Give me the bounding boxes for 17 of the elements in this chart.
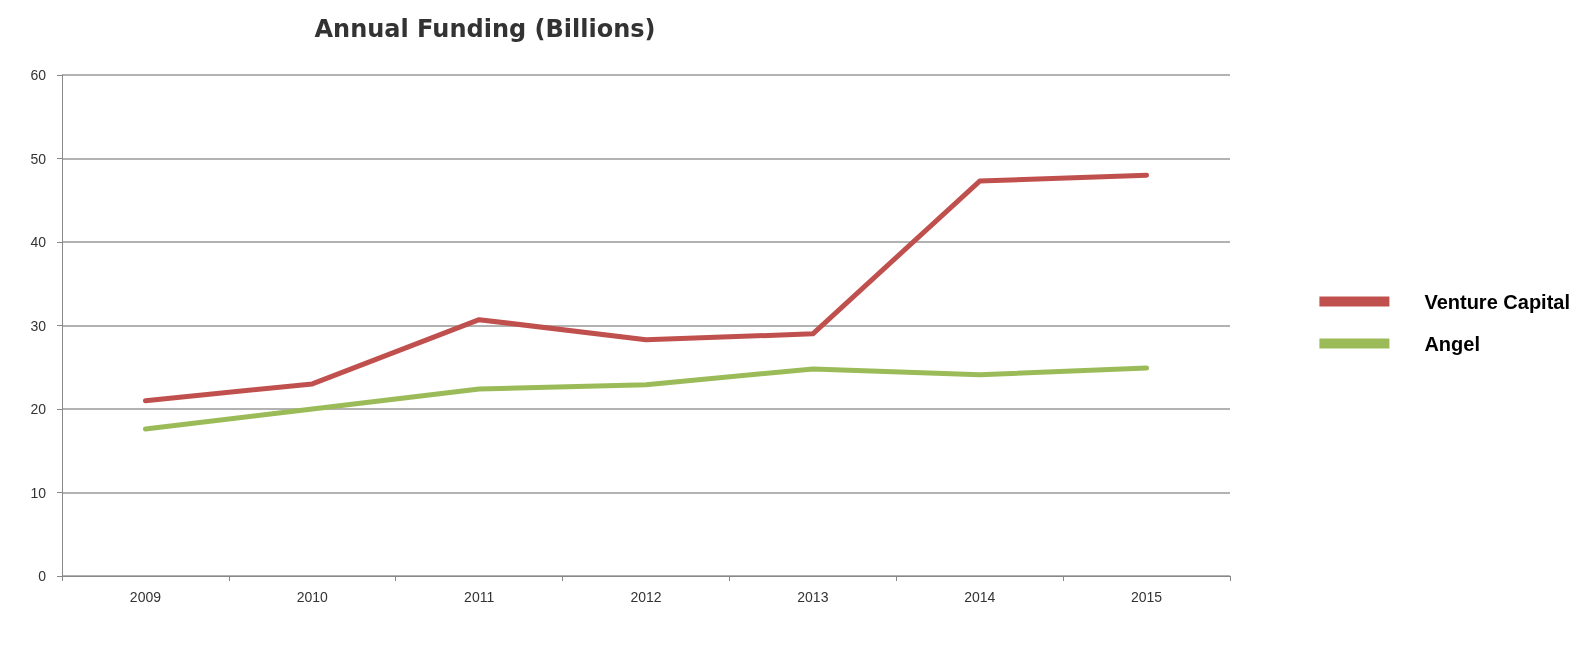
x-tick-label: 2014 bbox=[964, 589, 996, 605]
y-tick-label: 20 bbox=[30, 401, 47, 417]
x-tick-label: 2012 bbox=[630, 589, 662, 605]
x-tick-label: 2011 bbox=[464, 589, 495, 605]
legend-label: Angel bbox=[1424, 332, 1480, 355]
y-tick-label: 60 bbox=[30, 67, 47, 83]
legend-label: Venture Capital bbox=[1424, 290, 1571, 313]
x-tick-label: 2010 bbox=[296, 589, 329, 605]
y-tick-label: 50 bbox=[30, 150, 47, 167]
x-tick-label: 2015 bbox=[1130, 589, 1163, 605]
y-tick-label: 30 bbox=[30, 317, 47, 334]
x-tick-label: 2013 bbox=[797, 589, 829, 605]
chart-title: Annual Funding (Billions) bbox=[314, 15, 656, 43]
x-tick-label: 2009 bbox=[129, 589, 162, 605]
y-tick-label: 10 bbox=[30, 484, 47, 501]
y-tick-label: 0 bbox=[38, 568, 47, 584]
y-tick-label: 40 bbox=[30, 234, 47, 250]
